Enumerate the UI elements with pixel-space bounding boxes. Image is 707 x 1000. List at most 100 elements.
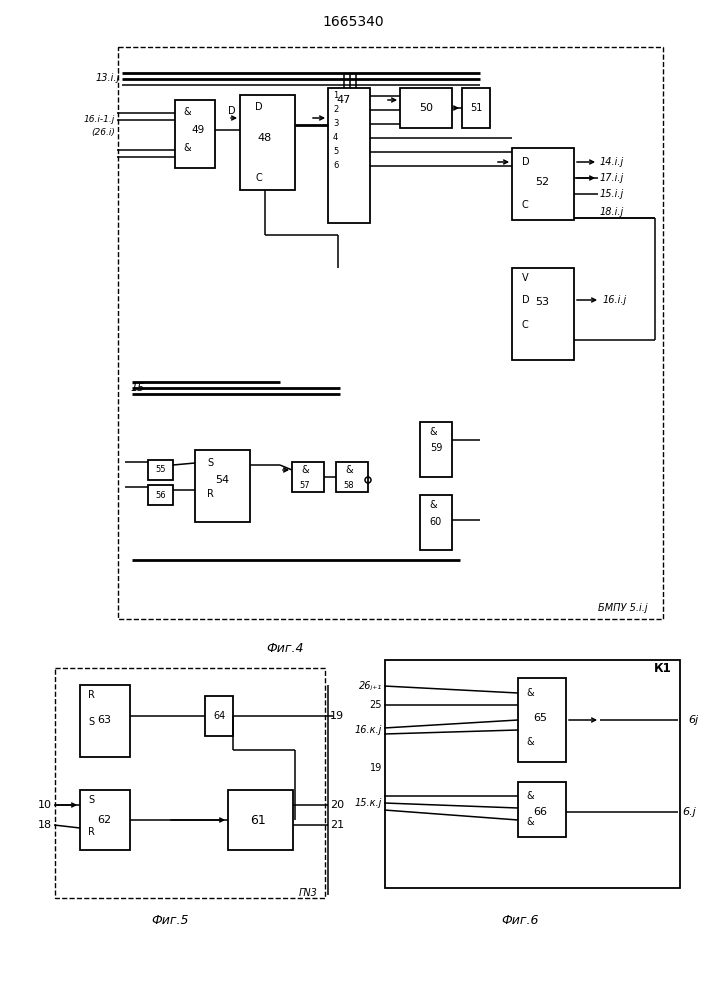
- Text: C: C: [255, 173, 262, 183]
- Text: &: &: [345, 465, 353, 475]
- Text: 15.к.j: 15.к.j: [355, 798, 382, 808]
- Text: 58: 58: [344, 481, 354, 489]
- Bar: [518, 678, 566, 762]
- Text: Фиг.6: Фиг.6: [501, 914, 539, 926]
- Text: Фиг.4: Фиг.4: [267, 642, 304, 654]
- Text: 6.j: 6.j: [682, 807, 696, 817]
- Text: 50: 50: [419, 103, 433, 113]
- Text: (26.i): (26.i): [91, 128, 115, 137]
- Text: 6: 6: [333, 161, 339, 170]
- Bar: [385, 660, 680, 888]
- Bar: [512, 268, 574, 360]
- Text: 2: 2: [333, 105, 338, 114]
- Text: 53: 53: [535, 297, 549, 307]
- Text: 16.к.j: 16.к.j: [355, 725, 382, 735]
- Text: 64: 64: [213, 711, 225, 721]
- Text: 16.i-1.j: 16.i-1.j: [83, 115, 115, 124]
- Bar: [80, 790, 130, 850]
- Text: &: &: [526, 688, 534, 698]
- Text: К1: К1: [654, 662, 672, 674]
- Text: &: &: [429, 427, 437, 437]
- Text: БМПУ 5.i.j: БМПУ 5.i.j: [598, 603, 648, 613]
- Text: 16.i.j: 16.i.j: [603, 295, 627, 305]
- Text: 3: 3: [333, 119, 339, 128]
- Text: S: S: [207, 458, 213, 468]
- Bar: [240, 95, 295, 190]
- Bar: [118, 47, 663, 619]
- Text: V: V: [522, 273, 529, 283]
- Bar: [175, 100, 215, 168]
- Text: S: S: [88, 795, 94, 805]
- Bar: [462, 88, 490, 128]
- Text: 56: 56: [156, 490, 166, 499]
- Bar: [228, 790, 293, 850]
- Text: R: R: [88, 690, 95, 700]
- Bar: [400, 88, 452, 128]
- Bar: [420, 422, 452, 477]
- Text: 20: 20: [330, 800, 344, 810]
- Text: 60: 60: [430, 517, 442, 527]
- Text: D: D: [255, 102, 262, 112]
- Text: Фиг.5: Фиг.5: [151, 914, 189, 926]
- Text: 49: 49: [192, 125, 204, 135]
- Text: 65: 65: [533, 713, 547, 723]
- Text: D: D: [522, 295, 530, 305]
- Text: &: &: [301, 465, 309, 475]
- Text: 54: 54: [215, 475, 229, 485]
- Text: 51: 51: [470, 103, 482, 113]
- Bar: [148, 485, 173, 505]
- Bar: [512, 148, 574, 220]
- Text: &: &: [183, 107, 191, 117]
- Text: 1: 1: [333, 92, 338, 101]
- Text: &: &: [183, 143, 191, 153]
- Text: 15.i.j: 15.i.j: [600, 189, 624, 199]
- Text: 62: 62: [97, 815, 111, 825]
- Text: 19: 19: [370, 763, 382, 773]
- Text: S: S: [88, 717, 94, 727]
- Text: &: &: [526, 817, 534, 827]
- Text: 26ⱼ₊₁: 26ⱼ₊₁: [358, 681, 382, 691]
- Text: 48: 48: [258, 133, 272, 143]
- Text: D: D: [522, 157, 530, 167]
- Text: 52: 52: [535, 177, 549, 187]
- Text: 18.i.j: 18.i.j: [600, 207, 624, 217]
- Bar: [292, 462, 324, 492]
- Text: &: &: [526, 791, 534, 801]
- Text: &: &: [429, 500, 437, 510]
- Text: 57: 57: [300, 481, 310, 489]
- Text: R: R: [88, 827, 95, 837]
- Bar: [195, 450, 250, 522]
- Text: 63: 63: [97, 715, 111, 725]
- Text: &: &: [526, 737, 534, 747]
- Text: 5: 5: [333, 147, 338, 156]
- Bar: [55, 668, 325, 898]
- Text: 15: 15: [130, 383, 144, 393]
- Text: D: D: [228, 106, 236, 116]
- Text: 13.i.j: 13.i.j: [95, 73, 120, 83]
- Text: 66: 66: [533, 807, 547, 817]
- Text: 21: 21: [330, 820, 344, 830]
- Bar: [328, 88, 370, 223]
- Text: ГN3: ГN3: [299, 888, 318, 898]
- Text: C: C: [522, 320, 529, 330]
- Text: 25: 25: [370, 700, 382, 710]
- Bar: [205, 696, 233, 736]
- Text: 17.i.j: 17.i.j: [600, 173, 624, 183]
- Text: 61: 61: [250, 814, 266, 826]
- Text: 19: 19: [330, 711, 344, 721]
- Text: 1665340: 1665340: [322, 15, 384, 29]
- Text: 59: 59: [430, 443, 442, 453]
- Bar: [148, 460, 173, 480]
- Bar: [420, 495, 452, 550]
- Text: 4: 4: [333, 133, 338, 142]
- Text: 55: 55: [156, 466, 166, 475]
- Text: 18: 18: [38, 820, 52, 830]
- Text: 6j: 6j: [688, 715, 699, 725]
- Bar: [518, 782, 566, 837]
- Text: 47: 47: [337, 95, 351, 105]
- Text: 10: 10: [38, 800, 52, 810]
- Bar: [80, 685, 130, 757]
- Text: C: C: [522, 200, 529, 210]
- Text: 14.i.j: 14.i.j: [600, 157, 624, 167]
- Bar: [336, 462, 368, 492]
